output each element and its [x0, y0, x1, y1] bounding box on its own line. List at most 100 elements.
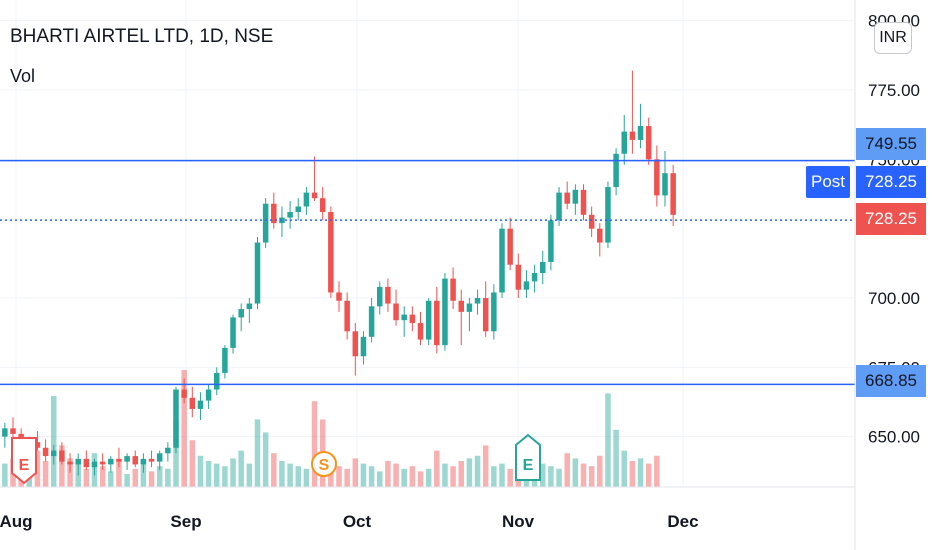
candle-body: [148, 458, 155, 462]
candle-body: [629, 131, 636, 140]
currency-badge[interactable]: INR: [874, 22, 912, 54]
candle-body: [458, 300, 464, 312]
candle-body: [124, 456, 130, 462]
volume-bar: [450, 466, 456, 487]
volume-bar: [230, 458, 236, 487]
price-candles: [2, 70, 676, 476]
y-tick-label: 700.00: [868, 289, 920, 308]
volume-bar: [580, 463, 587, 487]
volume-bar: [507, 468, 513, 487]
post-market-tag: Post: [806, 166, 850, 198]
volume-bar: [262, 432, 269, 487]
volume-bar: [352, 458, 359, 487]
horizontal-lines: [0, 159, 855, 386]
volume-bar: [645, 463, 652, 487]
candle-body: [434, 300, 440, 346]
x-tick-label: Sep: [170, 512, 201, 531]
candle-body: [75, 458, 81, 465]
candle-body: [540, 261, 546, 274]
volume-bar: [214, 463, 220, 487]
candle-body: [222, 347, 228, 373]
candle-body: [466, 303, 473, 312]
candle-body: [108, 458, 114, 465]
candle-body: [360, 336, 367, 357]
x-tick-label: Nov: [502, 512, 535, 531]
volume-bar: [629, 461, 636, 487]
volume-bar: [287, 463, 293, 487]
volume-bar: [368, 466, 375, 487]
volume-bar: [124, 474, 130, 487]
volume-bar: [344, 468, 350, 487]
volume-bar: [279, 461, 285, 487]
candle-body: [425, 300, 432, 340]
volume-bar: [254, 419, 261, 487]
volume-bar: [181, 370, 187, 487]
candle-body: [59, 450, 65, 462]
volume-bar: [540, 463, 546, 487]
candle-body: [214, 372, 220, 390]
event-marker-label: E: [19, 457, 30, 474]
volume-bar: [637, 458, 644, 487]
volume-bar: [303, 468, 310, 487]
candle-body: [311, 192, 318, 199]
candle-body: [271, 203, 277, 224]
volume-bar: [59, 445, 65, 487]
volume-bar: [417, 471, 424, 487]
volume-bar: [51, 396, 57, 487]
candle-body: [99, 461, 106, 465]
volume-bar: [2, 463, 8, 487]
candle-body: [401, 314, 407, 321]
candle-body: [531, 273, 538, 282]
candle-body: [654, 159, 660, 196]
candle-body: [368, 306, 375, 337]
candle-body: [507, 228, 513, 265]
candle-body: [670, 173, 676, 215]
candle-body: [230, 317, 236, 348]
y-tick-label: 650.00: [868, 428, 920, 447]
candle-body: [319, 198, 326, 213]
candle-body: [2, 428, 8, 437]
volume-indicator-label[interactable]: Vol: [10, 66, 36, 86]
candle-body: [409, 314, 416, 323]
candle-body: [140, 458, 147, 465]
volume-bar: [132, 468, 138, 487]
candle-body: [132, 456, 138, 465]
volume-bar: [197, 455, 204, 487]
candle-body: [254, 242, 261, 304]
candle-body: [336, 292, 342, 301]
candle-body: [116, 458, 122, 462]
candle-body: [51, 450, 57, 457]
candle-body: [645, 126, 652, 160]
candle-body: [303, 192, 310, 207]
candle-body: [238, 309, 244, 318]
candle-body: [10, 428, 16, 434]
candle-body: [246, 303, 253, 310]
volume-bar: [99, 466, 106, 487]
candle-body: [515, 264, 522, 290]
volume-bar: [605, 393, 611, 487]
candle-body: [556, 192, 562, 221]
volume-bar: [621, 450, 627, 487]
axes: [0, 0, 856, 550]
candle-body: [344, 300, 350, 332]
candle-body: [621, 131, 627, 154]
candle-body: [572, 189, 579, 204]
candle-body: [173, 389, 179, 448]
event-marker-label: S: [319, 457, 330, 474]
volume-bar: [434, 450, 440, 487]
candle-body: [523, 281, 530, 290]
x-tick-label: Oct: [343, 512, 372, 531]
volume-bar: [466, 458, 473, 487]
volume-bar: [385, 461, 391, 487]
volume-bar: [442, 463, 448, 487]
current-price-label: 728.25: [856, 203, 926, 235]
y-tick-label: 775.00: [868, 81, 920, 100]
volume-bar: [556, 468, 562, 487]
candle-body: [83, 458, 90, 468]
event-marker-split: S: [311, 451, 337, 477]
volume-bar: [572, 458, 579, 487]
volume-bar: [238, 450, 244, 487]
